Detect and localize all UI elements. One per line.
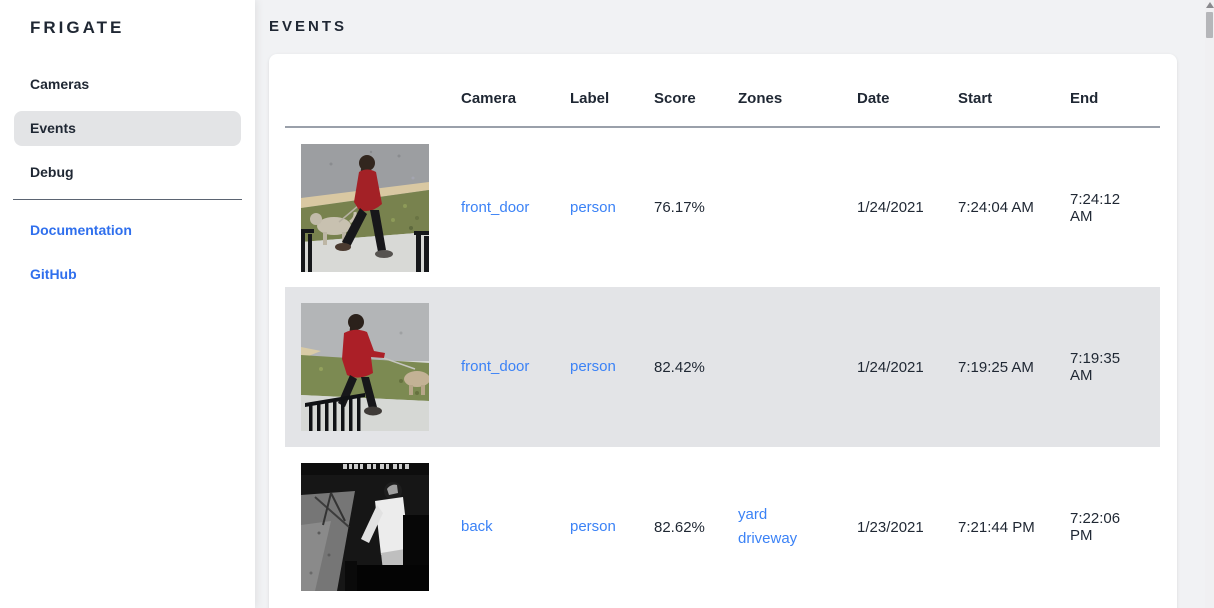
column-header-score: Score [638,54,722,128]
start-time-value: 7:24:04 AM [958,199,1034,216]
column-header-end: End [1054,54,1160,128]
column-header-zones: Zones [722,54,841,128]
events-table: Camera Label Score Zones Date Start End [285,54,1160,607]
scroll-up-arrow-icon[interactable] [1205,2,1214,8]
event-row[interactable]: back person 82.62% yard driveway 1/23/202… [285,447,1160,607]
column-header-thumbnail [285,54,445,128]
column-header-camera: Camera [445,54,554,128]
sidebar-item-cameras[interactable]: Cameras [30,76,90,92]
start-time-value: 7:19:25 AM [958,358,1034,376]
sidebar-item-events[interactable]: Events [14,111,241,146]
zone-link[interactable]: driveway [738,530,798,547]
app-title: FRIGATE [30,18,125,37]
column-header-label: Label [554,54,638,128]
date-value: 1/24/2021 [857,358,924,376]
camera-link[interactable]: back [461,518,493,535]
score-value: 82.62% [654,518,705,536]
end-time-value: 7:19:35 AM [1070,350,1121,384]
vertical-scrollbar[interactable] [1205,0,1214,608]
scrollbar-thumb[interactable] [1206,12,1213,38]
end-time-value: 7:24:12 AM [1070,190,1121,225]
zones-cell: yard driveway [738,503,825,551]
thumbnail-art-night-person [301,463,429,591]
sidebar-link-github[interactable]: GitHub [30,266,77,282]
score-value: 82.42% [654,358,705,376]
zone-link[interactable]: yard [738,506,768,523]
event-row[interactable]: front_door person 76.17% 1/24/2021 7:24:… [285,127,1160,287]
label-link[interactable]: person [570,358,616,375]
table-header-row: Camera Label Score Zones Date Start End [285,54,1160,128]
thumbnail-art-red-coat-dog [301,143,429,272]
date-value: 1/23/2021 [857,518,924,536]
column-header-start: Start [942,54,1054,128]
column-header-date: Date [841,54,942,128]
event-thumbnail[interactable] [301,143,429,272]
events-card: Camera Label Score Zones Date Start End [269,54,1177,608]
sidebar: FRIGATE Cameras Events Debug Documentati… [0,0,255,608]
event-thumbnail[interactable] [301,303,429,431]
sidebar-nav: Cameras Events Debug Documentation GitHu… [0,67,255,292]
start-time-value: 7:21:44 PM [958,518,1035,536]
camera-link[interactable]: front_door [461,198,530,216]
sidebar-divider [13,199,242,200]
label-link[interactable]: person [570,198,616,216]
end-time-value: 7:22:06 PM [1070,510,1121,544]
event-thumbnail[interactable] [301,463,429,591]
main-content: EVENTS Camera Label Score Zones Date Sta… [255,0,1214,608]
date-value: 1/24/2021 [857,199,924,216]
thumbnail-art-red-hoodie-dog [301,303,429,431]
label-link[interactable]: person [570,518,616,535]
score-value: 76.17% [654,199,705,216]
sidebar-link-documentation[interactable]: Documentation [30,222,132,238]
page-title: EVENTS [269,18,348,35]
event-row[interactable]: front_door person 82.42% 1/24/2021 7:19:… [285,287,1160,447]
camera-link[interactable]: front_door [461,358,530,375]
sidebar-item-debug[interactable]: Debug [30,164,74,180]
events-table-body: front_door person 76.17% 1/24/2021 7:24:… [285,127,1160,607]
